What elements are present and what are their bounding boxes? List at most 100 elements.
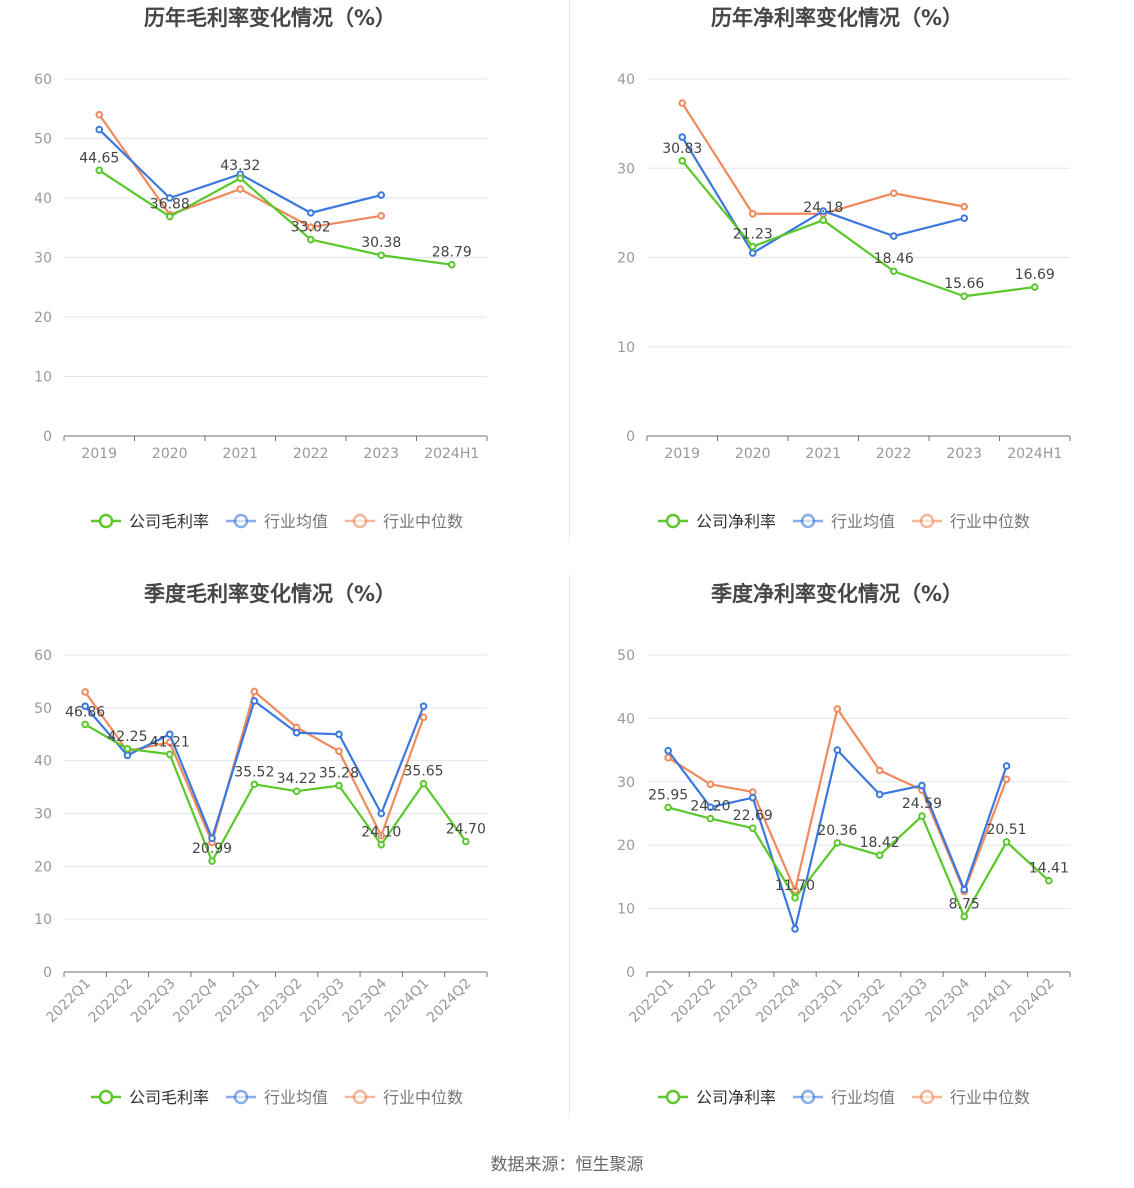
data-point-median — [306, 223, 315, 231]
data-point-avg — [81, 702, 89, 711]
data-point-median — [335, 747, 343, 755]
legend-item-avg: 行业均值 — [226, 1088, 328, 1107]
chart-svg: 季度净利率变化情况（%）010203040502022Q12022Q22022Q… — [617, 582, 1071, 1107]
legend-label: 公司净利率 — [696, 512, 776, 531]
data-point-company — [748, 242, 757, 251]
x-tick-label: 2023Q1 — [796, 976, 847, 1027]
data-point-avg — [419, 702, 428, 711]
data-point-avg — [889, 232, 898, 240]
data-point-company — [1045, 876, 1053, 885]
x-tick-label: 2023Q1 — [213, 976, 264, 1027]
data-label: 35.28 — [319, 766, 359, 782]
data-point-median — [706, 780, 715, 789]
y-tick-label: 0 — [626, 965, 635, 981]
y-tick-label: 40 — [617, 72, 635, 88]
chart-panel-quarterly-net-margin: 季度净利率变化情况（%） 0 10 20 30 40 50 2022Q1 2022Q2 2022Q… — [567, 576, 1134, 1136]
x-tick-label: 2020 — [152, 446, 188, 462]
x-tick-label: 2024H1 — [1007, 446, 1062, 462]
legend-item-company: 公司毛利率 — [91, 512, 209, 531]
legend-item-median: 行业中位数 — [912, 512, 1030, 531]
legend-marker — [98, 1089, 114, 1105]
legend-item-median: 行业中位数 — [345, 512, 463, 531]
data-point-median — [250, 687, 259, 696]
y-tick-label: 10 — [617, 340, 635, 356]
chart-panel-annual-gross-margin: 历年毛利率变化情况（%） 0 10 20 30 40 50 60 2019 2020 2021 202… — [0, 0, 567, 560]
legend-marker — [919, 1089, 935, 1105]
y-tick-label: 50 — [34, 132, 52, 148]
y-tick-label: 50 — [617, 648, 635, 664]
data-point-company — [165, 212, 174, 221]
data-point-avg — [250, 697, 259, 705]
legend-label: 行业均值 — [831, 512, 895, 531]
x-tick-label: 2021 — [805, 446, 841, 462]
data-label: 18.46 — [874, 251, 914, 267]
x-tick-label: 2023Q3 — [297, 976, 348, 1027]
legend-label: 公司净利率 — [696, 1088, 776, 1107]
y-tick-label: 40 — [34, 191, 52, 207]
legend-item-median: 行业中位数 — [345, 1088, 463, 1107]
y-tick-label: 60 — [34, 648, 52, 664]
data-point-median — [875, 766, 884, 775]
data-label: 24.20 — [690, 799, 730, 815]
data-label: 30.38 — [361, 235, 401, 251]
chart-panel-annual-net-margin: 历年净利率变化情况（%） 0 10 20 30 40 2019 2020 2021 2022 202… — [567, 0, 1134, 560]
data-point-company — [1002, 838, 1011, 846]
legend-marker — [233, 513, 249, 529]
data-point-avg — [875, 790, 884, 799]
x-tick-label: 2024Q1 — [382, 976, 433, 1027]
data-label: 24.18 — [803, 200, 843, 216]
chart-svg: 历年毛利率变化情况（%） 0 10 20 30 40 50 60 2019 2020 2021 202… — [34, 6, 488, 531]
series-line-median — [681, 102, 965, 215]
data-point-company — [791, 894, 799, 902]
legend-item-company: 公司净利率 — [658, 512, 776, 531]
y-tick-label: 30 — [34, 807, 52, 823]
data-point-avg — [377, 191, 386, 199]
x-tick-label: 2022Q1 — [43, 976, 94, 1027]
x-tick-label: 2022Q3 — [711, 976, 762, 1027]
data-label: 33.02 — [291, 220, 331, 236]
data-label: 20.99 — [192, 841, 232, 857]
data-point-avg — [165, 730, 174, 739]
x-tick-label: 2022 — [293, 446, 329, 462]
data-point-avg — [664, 746, 672, 755]
data-point-company — [81, 720, 89, 729]
y-tick-label: 20 — [34, 310, 52, 326]
data-point-company — [918, 812, 926, 820]
y-tick-label: 30 — [34, 251, 52, 267]
legend-label: 行业中位数 — [950, 1088, 1030, 1107]
data-point-avg — [165, 194, 174, 202]
y-tick-label: 20 — [34, 859, 52, 875]
data-point-company — [748, 824, 757, 832]
x-tick-label: 2023 — [946, 446, 982, 462]
data-point-avg — [335, 730, 343, 739]
data-point-company — [95, 166, 104, 175]
data-point-median — [81, 688, 89, 696]
data-point-median — [791, 886, 799, 895]
data-point-median — [678, 99, 687, 107]
data-point-avg — [377, 809, 386, 818]
data-point-company — [447, 260, 456, 269]
x-tick-label: 2019 — [81, 446, 117, 462]
data-label: 41.21 — [150, 734, 190, 750]
data-point-company — [306, 235, 315, 244]
legend-label: 公司毛利率 — [129, 512, 209, 531]
data-point-avg — [706, 803, 715, 811]
data-point-median — [236, 185, 245, 193]
x-tick-label: 2019 — [664, 446, 700, 462]
series-line-company — [667, 806, 1050, 918]
data-label: 44.65 — [79, 150, 119, 166]
x-tick-label: 2021 — [222, 446, 258, 462]
y-tick-label: 10 — [34, 370, 52, 386]
legend-label: 行业中位数 — [950, 512, 1030, 531]
chart-title: 季度毛利率变化情况（%） — [144, 582, 396, 606]
x-tick-label: 2022Q4 — [170, 975, 221, 1026]
data-label: 16.69 — [1015, 267, 1055, 283]
y-tick-label: 50 — [34, 701, 52, 717]
data-point-company — [889, 267, 898, 276]
chart-title: 历年毛利率变化情况（%） — [144, 6, 396, 30]
legend-marker — [98, 513, 114, 529]
y-tick-label: 20 — [617, 838, 635, 854]
legend-item-avg: 行业均值 — [793, 512, 895, 531]
series-line-company — [681, 160, 1035, 298]
data-point-avg — [791, 925, 799, 933]
